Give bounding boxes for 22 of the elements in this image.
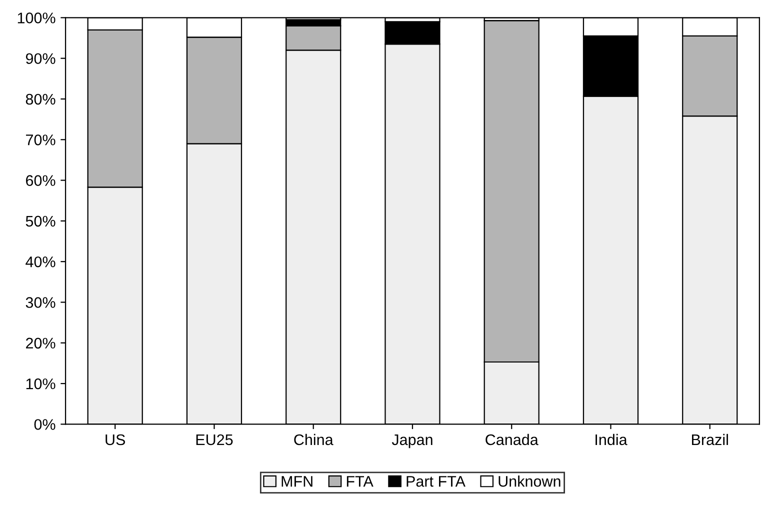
y-tick-label: 90% xyxy=(26,53,56,64)
y-tick-label: 70% xyxy=(26,134,56,146)
y-tick-label: 100% xyxy=(18,12,56,24)
y-tick-label: 80% xyxy=(26,94,56,105)
y-tick-label: 60% xyxy=(26,175,56,186)
legend-label: Unknown xyxy=(498,476,560,487)
y-tick-label: 50% xyxy=(26,216,56,227)
x-tick-label: US xyxy=(106,434,126,446)
y-tick-label: 30% xyxy=(26,297,56,308)
legend-label: Part FTA xyxy=(406,476,466,487)
y-tick-label: 0% xyxy=(34,419,56,430)
x-tick-label: India xyxy=(596,434,628,446)
legend-label: MFN xyxy=(282,476,312,487)
x-tick-label: Canada xyxy=(486,434,538,446)
y-tick-label: 40% xyxy=(26,256,56,268)
x-tick-label: EU25 xyxy=(196,434,233,446)
y-tick-label: 10% xyxy=(26,378,56,390)
x-tick-label: Brazil xyxy=(692,434,728,446)
legend-label: FTA xyxy=(346,476,374,487)
x-tick-label: China xyxy=(294,434,334,446)
y-tick-label: 20% xyxy=(26,338,56,349)
x-tick-label: Japan xyxy=(392,434,432,448)
